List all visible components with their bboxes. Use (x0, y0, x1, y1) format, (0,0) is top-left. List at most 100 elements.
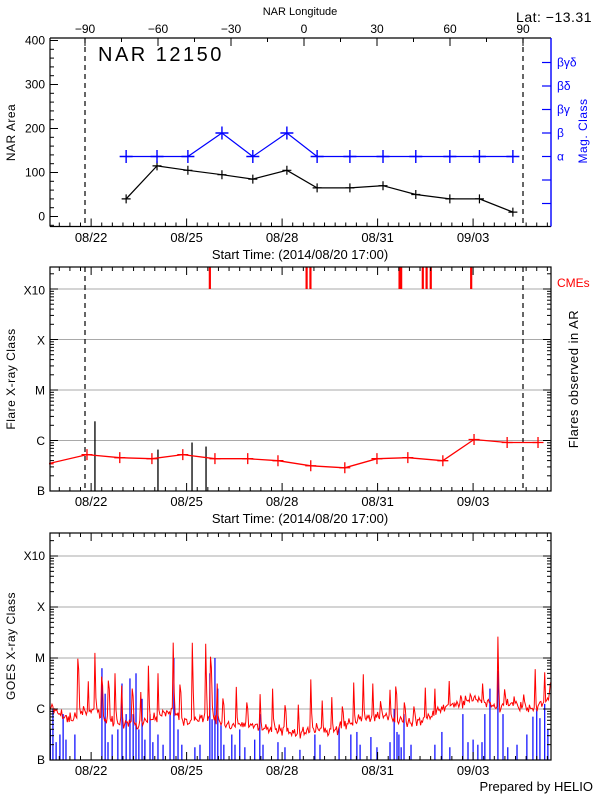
lon-tick-label: 30 (370, 22, 384, 36)
mag-class-point (246, 150, 260, 163)
y-tick-label: 300 (25, 78, 45, 92)
flare-daily-max-point (146, 453, 158, 465)
y-tick-label: X (37, 600, 45, 614)
mag-class-point (280, 126, 294, 140)
date-tick-label: 09/03 (457, 230, 490, 245)
axes-and-ticks-layer (49, 37, 552, 761)
mag-class-point (310, 150, 324, 163)
panel1-top-axis-title: NAR Longitude (263, 6, 338, 18)
date-tick-label: 08/22 (75, 494, 108, 509)
y-tick-label: 0 (38, 210, 45, 224)
mag-class-line (126, 132, 513, 158)
flare-daily-max-point (501, 437, 513, 449)
date-tick-label: 08/28 (266, 494, 299, 509)
mag-class-tick-label: βγ (557, 103, 570, 117)
nar-area-point (508, 207, 518, 217)
y-tick-label: C (36, 702, 45, 716)
panel3-data-layer (50, 636, 551, 760)
panel2-y-axis-title: Flare X-ray Class (4, 328, 18, 429)
cmes-label: CMEs (557, 276, 590, 290)
flare-daily-max-point (371, 453, 383, 465)
flare-daily-max-point (114, 452, 126, 464)
panel3-frame (49, 532, 552, 761)
lon-tick-label: 90 (516, 22, 530, 36)
mag-class-tick-label: β (557, 126, 564, 140)
mag-class-point (376, 150, 390, 163)
date-tick-label: 09/03 (457, 494, 490, 509)
panel1-data-layer (119, 126, 520, 217)
mag-class-point (150, 150, 164, 163)
flare-daily-max-point (272, 455, 284, 467)
flare-daily-max-point (242, 453, 254, 465)
y-tick-label: 100 (25, 166, 45, 180)
mag-class-tick-label: βδ (557, 79, 571, 93)
y-tick-label: X10 (24, 549, 46, 563)
flare-daily-max-point (532, 437, 544, 449)
mag-class-point (215, 126, 229, 140)
flare-daily-max-point (402, 452, 414, 464)
panel1-y-axis-title: NAR Area (4, 104, 18, 161)
y-tick-label: 400 (25, 34, 45, 48)
y-tick-label: B (37, 753, 45, 767)
flare-daily-max-point (177, 449, 189, 461)
lon-tick-label: −30 (221, 22, 242, 36)
panel1-title: NAR 12150 (98, 44, 224, 66)
lon-tick-label: 60 (443, 22, 457, 36)
lon-tick-label: 0 (301, 22, 308, 36)
flare-daily-max-point (339, 462, 351, 474)
latitude-annotation: Lat: −13.31 (516, 9, 592, 25)
flare-daily-max-line (49, 438, 538, 469)
date-tick-label: 08/28 (266, 763, 299, 778)
mag-class-point (443, 150, 457, 163)
date-tick-label: 08/22 (75, 230, 108, 245)
nar-area-point (217, 170, 227, 180)
date-tick-label: 08/25 (170, 230, 203, 245)
nar-area-point (474, 194, 484, 204)
mag-class-point (343, 150, 357, 163)
mag-class-tick-label: α (557, 150, 564, 164)
panel1-y2-axis-title: Mag. Class (576, 98, 590, 163)
date-tick-label: 08/28 (266, 230, 299, 245)
y-tick-label: M (35, 384, 45, 398)
mag-class-point (181, 150, 195, 163)
mag-class-point (472, 150, 486, 163)
nar-area-point (345, 183, 355, 193)
panel3-y-axis-title: GOES X-ray Class (4, 592, 18, 700)
flare-daily-max-point (49, 463, 54, 465)
lon-tick-label: −60 (148, 22, 169, 36)
flare-daily-max-point (468, 433, 480, 445)
flare-daily-max-point (437, 455, 449, 467)
nar-area-point (183, 165, 193, 175)
mag-class-point (506, 150, 520, 163)
nar-area-point (282, 165, 292, 175)
date-tick-label: 08/22 (75, 763, 108, 778)
date-tick-label: 08/25 (170, 494, 203, 509)
date-tick-label: 09/03 (457, 763, 490, 778)
panel2-data-layer (49, 267, 544, 491)
panel1-x-axis-title: Start Time: (2014/08/20 17:00) (212, 247, 388, 262)
date-tick-label: 08/31 (361, 763, 394, 778)
lon-tick-label: −90 (75, 22, 96, 36)
date-tick-label: 08/25 (170, 763, 203, 778)
panel2-x-axis-title: Start Time: (2014/08/20 17:00) (212, 511, 388, 526)
nar-area-point (121, 194, 131, 204)
nar-area-line (125, 165, 514, 213)
flare-daily-max-point (209, 453, 221, 465)
y-tick-label: M (35, 651, 45, 665)
nar-area-point (378, 181, 388, 191)
flare-daily-max-point (305, 460, 317, 472)
mag-class-point (409, 150, 423, 163)
date-tick-label: 08/31 (361, 230, 394, 245)
y-tick-label: 200 (25, 122, 45, 136)
goes-flux-curve (50, 636, 551, 739)
flare-daily-max-point (81, 449, 93, 461)
nar-area-point (445, 194, 455, 204)
y-tick-label: B (37, 484, 45, 498)
mag-class-tick-label: βγδ (557, 56, 577, 70)
credit-label: Prepared by HELIO (480, 779, 593, 794)
nar-area-point (248, 174, 258, 184)
y-tick-label: C (36, 434, 45, 448)
panel2-y2-axis-title: Flares observed in AR (566, 310, 581, 448)
